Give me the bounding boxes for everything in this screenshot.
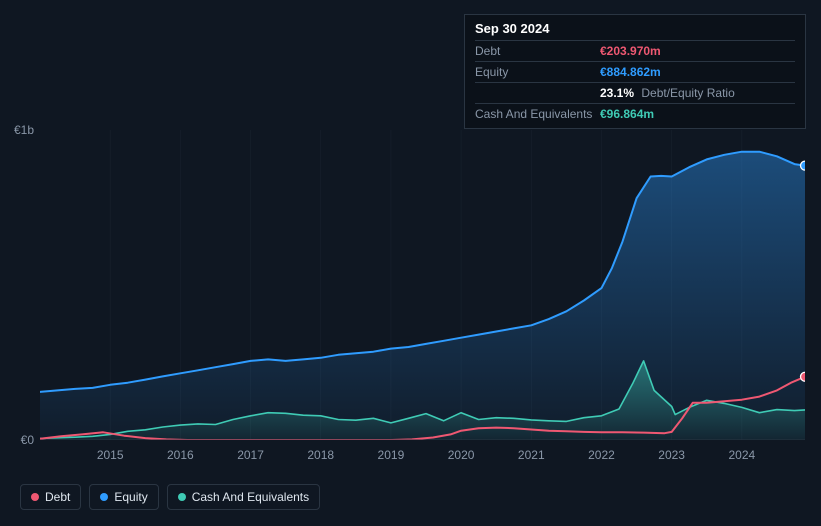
- x-tick-label: 2018: [307, 448, 334, 462]
- y-tick-label: €1b: [0, 123, 34, 137]
- x-tick-label: 2016: [167, 448, 194, 462]
- x-tick-label: 2022: [588, 448, 615, 462]
- legend-label: Equity: [114, 490, 147, 504]
- tooltip-ratio-label: Debt/Equity Ratio: [641, 86, 734, 100]
- tooltip-value-cash: €96.864m: [600, 107, 654, 121]
- x-tick-label: 2020: [448, 448, 475, 462]
- circle-icon: [31, 493, 39, 501]
- tooltip-date: Sep 30 2024: [475, 21, 795, 40]
- tooltip-row-debt: Debt €203.970m: [475, 40, 795, 61]
- tooltip-ratio: 23.1% Debt/Equity Ratio: [600, 86, 735, 100]
- x-axis-labels: 2015 2016 2017 2018 2019 2020 2021 2022 2023 2024: [40, 448, 805, 464]
- x-tick-label: 2017: [237, 448, 264, 462]
- legend-label: Cash And Equivalents: [192, 490, 309, 504]
- data-tooltip: Sep 30 2024 Debt €203.970m Equity €884.8…: [464, 14, 806, 129]
- tooltip-row-cash: Cash And Equivalents €96.864m: [475, 103, 795, 124]
- tooltip-label: Debt: [475, 44, 600, 58]
- tooltip-label: Equity: [475, 65, 600, 79]
- tooltip-value-equity: €884.862m: [600, 65, 661, 79]
- tooltip-label: [475, 86, 600, 100]
- legend-label: Debt: [45, 490, 70, 504]
- tooltip-ratio-pct: 23.1%: [600, 86, 634, 100]
- circle-icon: [178, 493, 186, 501]
- chart-area[interactable]: [40, 130, 805, 440]
- tooltip-row-equity: Equity €884.862m: [475, 61, 795, 82]
- legend-item-equity[interactable]: Equity: [89, 484, 158, 510]
- x-tick-label: 2021: [518, 448, 545, 462]
- x-tick-label: 2024: [728, 448, 755, 462]
- tooltip-row-ratio: 23.1% Debt/Equity Ratio: [475, 82, 795, 103]
- y-tick-label: €0: [0, 433, 34, 447]
- circle-icon: [100, 493, 108, 501]
- legend-item-cash[interactable]: Cash And Equivalents: [167, 484, 320, 510]
- legend: Debt Equity Cash And Equivalents: [20, 484, 320, 510]
- x-tick-label: 2015: [97, 448, 124, 462]
- tooltip-label: Cash And Equivalents: [475, 107, 600, 121]
- tooltip-value-debt: €203.970m: [600, 44, 661, 58]
- legend-item-debt[interactable]: Debt: [20, 484, 81, 510]
- x-tick-label: 2019: [378, 448, 405, 462]
- x-tick-label: 2023: [658, 448, 685, 462]
- y-axis-labels: €0 €1b: [0, 0, 36, 526]
